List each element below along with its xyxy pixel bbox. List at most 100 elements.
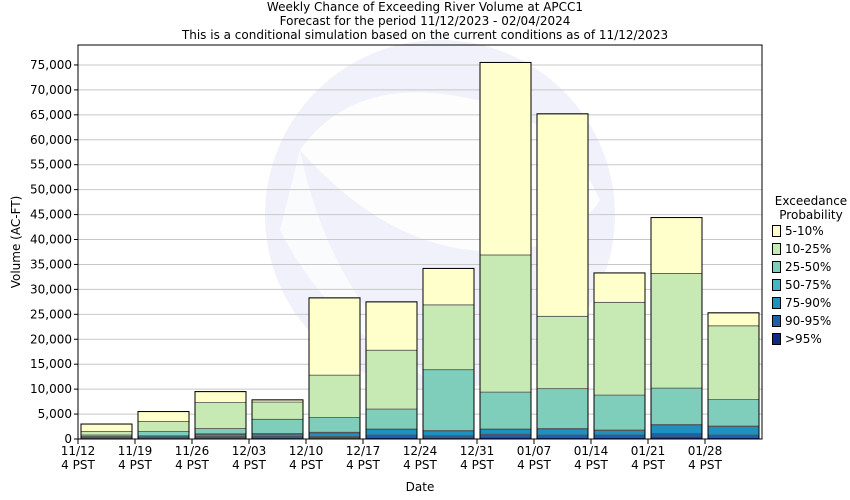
x-tick-sublabel: 4 PST <box>346 458 380 472</box>
chart-subtitle-period: Forecast for the period 11/12/2023 - 02/… <box>279 14 571 28</box>
y-tick-label: 35,000 <box>30 257 72 271</box>
bar-segment <box>422 304 475 371</box>
bar-stack-12-24 <box>422 267 475 440</box>
bar-stack-11-26 <box>194 391 247 440</box>
legend-items: 5-10% 10-25% 25-50% 50-75% 75-90% 90-95% >95% <box>768 222 850 348</box>
y-tick-label: 0 <box>64 432 72 446</box>
x-tick-sublabel: 4 PST <box>175 458 209 472</box>
x-tick-label: 01/07 <box>517 444 552 458</box>
bar-segment <box>194 402 247 429</box>
legend-swatch <box>772 279 781 291</box>
bar-segment <box>593 394 646 431</box>
bar-segment <box>137 411 190 422</box>
x-tick-sublabel: 4 PST <box>517 458 551 472</box>
legend-label: 10-25% <box>785 242 832 256</box>
x-tick-sublabel: 4 PST <box>232 458 266 472</box>
bar-segment <box>479 62 532 256</box>
x-tick-label: 12/10 <box>289 444 324 458</box>
bar-segment <box>479 433 532 438</box>
legend-swatch <box>772 333 781 345</box>
y-axis-label: Volume (AC-FT) <box>9 196 23 289</box>
bar-stack-12-03 <box>251 399 304 440</box>
x-tick-sublabel: 4 PST <box>631 458 665 472</box>
bar-segment <box>137 421 190 432</box>
bar-stack-01-07 <box>536 113 589 440</box>
bar-stack-11-12 <box>80 423 133 440</box>
bar-segment <box>422 268 475 306</box>
bar-segment <box>650 387 703 425</box>
bar-segment <box>650 273 703 389</box>
legend-title-1: Exceedance <box>774 194 848 208</box>
bar-stack-01-21 <box>650 217 703 440</box>
legend-label: 25-50% <box>785 260 832 274</box>
legend-label: 90-95% <box>785 314 832 328</box>
legend-item: 5-10% <box>772 222 850 240</box>
bar-segment <box>80 423 133 432</box>
bar-segment <box>479 254 532 393</box>
bar-segment <box>422 430 475 437</box>
bar-segment <box>479 391 532 430</box>
x-tick-label: 01/28 <box>688 444 723 458</box>
bar-stack-01-28 <box>707 312 760 440</box>
bar-segment <box>650 433 703 438</box>
legend-item: 50-75% <box>772 276 850 294</box>
y-tick-label: 60,000 <box>30 133 72 147</box>
x-tick-label: 12/31 <box>460 444 495 458</box>
y-tick-label: 65,000 <box>30 108 72 122</box>
y-tick-labels: 0 5,000 10,000 15,000 20,000 25,000 30,000 35,0… <box>30 58 72 446</box>
chart-subtitle-conditions: This is a conditional simulation based o… <box>181 28 669 42</box>
bar-segment <box>365 349 418 410</box>
y-tick-label: 40,000 <box>30 233 72 247</box>
x-tick-label: 11/19 <box>118 444 153 458</box>
bar-segment <box>251 418 304 434</box>
bar-segment <box>80 431 133 436</box>
bar-segment <box>365 301 418 351</box>
bar-segment <box>308 432 361 437</box>
x-tick-sublabel: 4 PST <box>289 458 323 472</box>
bar-stack-12-17 <box>365 301 418 440</box>
x-tick-sublabel: 4 PST <box>574 458 608 472</box>
x-tick-label: 01/14 <box>574 444 609 458</box>
legend-title-2: Probability <box>779 208 843 222</box>
bar-segment <box>536 315 589 390</box>
x-tick-sublabel: 4 PST <box>688 458 722 472</box>
x-tick-sublabel: 4 PST <box>403 458 437 472</box>
legend-item: 75-90% <box>772 294 850 312</box>
legend-label: 50-75% <box>785 278 832 292</box>
x-tick-label: 12/17 <box>346 444 381 458</box>
y-tick-label: 20,000 <box>30 332 72 346</box>
bar-segment <box>536 113 589 317</box>
bar-stack-12-10 <box>308 297 361 440</box>
legend-item: 90-95% <box>772 312 850 330</box>
bar-stack-11-19 <box>137 411 190 440</box>
bar-segment <box>593 272 646 303</box>
bar-segment <box>479 429 532 435</box>
bar-segment <box>194 428 247 435</box>
legend-swatch <box>772 261 781 273</box>
bar-segment <box>194 391 247 403</box>
bar-segment <box>422 369 475 431</box>
bar-segment <box>137 431 190 437</box>
chart-axes <box>74 44 763 444</box>
legend-label: >95% <box>785 332 822 346</box>
bar-segment <box>536 388 589 429</box>
bar-segment <box>308 374 361 418</box>
y-tick-label: 10,000 <box>30 382 72 396</box>
y-tick-label: 75,000 <box>30 58 72 72</box>
y-tick-label: 25,000 <box>30 307 72 321</box>
bar-segment <box>308 417 361 433</box>
x-tick-label: 01/21 <box>631 444 666 458</box>
legend-item: 25-50% <box>772 258 850 276</box>
bar-segment <box>365 408 418 430</box>
bar-segment <box>593 301 646 396</box>
bar-segment <box>707 426 760 436</box>
legend-swatch <box>772 315 781 327</box>
bar-segment <box>707 399 760 427</box>
x-tick-sublabel: 4 PST <box>61 458 95 472</box>
bar-segment <box>251 401 304 420</box>
legend-swatch <box>772 243 781 255</box>
y-tick-label: 55,000 <box>30 158 72 172</box>
bar-segment <box>707 325 760 401</box>
